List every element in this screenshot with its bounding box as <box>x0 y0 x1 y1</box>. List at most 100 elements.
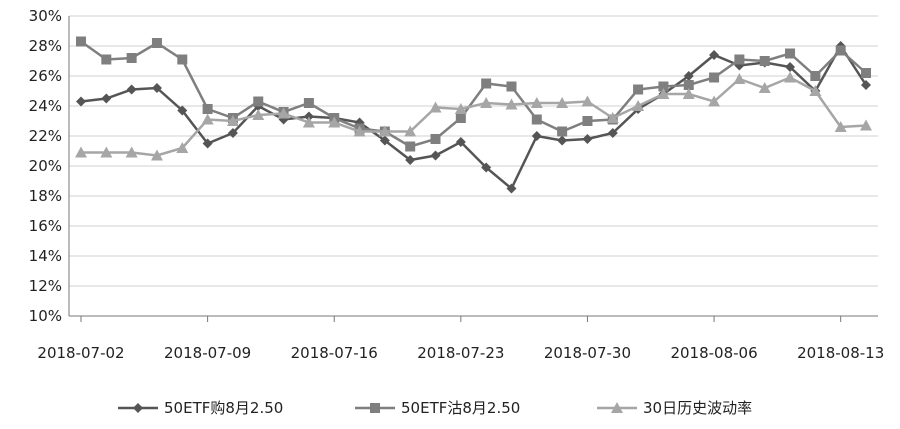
data-point <box>151 83 162 93</box>
data-point <box>860 119 872 131</box>
data-point <box>176 142 189 153</box>
data-point <box>101 54 112 65</box>
data-point <box>683 71 694 81</box>
data-point <box>530 97 543 108</box>
data-point <box>150 149 163 161</box>
legend-label: 50ETF沽8月2.50 <box>401 399 520 417</box>
y-tick-label: 18% <box>29 187 62 205</box>
data-point <box>405 141 416 152</box>
y-tick-label: 20% <box>29 157 62 175</box>
data-point <box>303 98 314 108</box>
data-point <box>480 97 493 108</box>
x-tick-label: 2018-08-13 <box>797 344 884 362</box>
data-point <box>455 137 466 147</box>
data-point <box>202 138 213 149</box>
data-point <box>177 54 188 65</box>
data-point <box>633 84 644 95</box>
data-point <box>557 135 568 146</box>
data-point <box>582 116 593 126</box>
data-point <box>632 100 645 111</box>
data-point <box>582 134 593 144</box>
data-point <box>277 107 290 119</box>
data-point <box>100 146 113 158</box>
data-point <box>76 96 86 107</box>
data-point <box>404 125 417 137</box>
data-point <box>709 72 720 83</box>
data-point <box>126 53 137 63</box>
data-point <box>75 146 87 158</box>
data-point <box>606 112 619 123</box>
data-point <box>202 104 213 114</box>
data-point <box>657 88 670 99</box>
data-point <box>785 48 796 59</box>
y-tick-label: 30% <box>29 7 62 25</box>
data-point <box>658 81 669 92</box>
data-point <box>861 68 871 78</box>
y-tick-label: 22% <box>29 127 62 145</box>
x-tick-label: 2018-07-09 <box>164 344 251 362</box>
data-point <box>861 80 871 90</box>
data-point <box>252 109 265 120</box>
data-point <box>758 82 771 93</box>
data-point <box>126 84 137 95</box>
y-tick-label: 16% <box>29 217 62 235</box>
legend-label: 30日历史波动率 <box>643 399 752 417</box>
axes: 10% 12% 14% 16% 18% 20% 22% 24% 26% 28% 30% 2018-07… <box>29 7 885 362</box>
data-point <box>607 128 618 138</box>
data-point <box>708 95 721 107</box>
data-point <box>810 71 821 81</box>
series-line <box>80 43 868 191</box>
data-point <box>785 62 796 72</box>
legend-item: 50ETF沽8月2.50 <box>355 399 520 417</box>
data-point <box>683 80 694 90</box>
data-point <box>226 115 239 126</box>
data-point <box>328 116 341 128</box>
series-1 <box>76 41 871 194</box>
y-tick-label: 10% <box>29 307 62 325</box>
data-point <box>505 98 518 110</box>
data-point <box>759 56 770 66</box>
data-point <box>481 162 492 173</box>
y-tick-label: 24% <box>29 97 62 115</box>
data-point <box>733 73 746 84</box>
legend-label: 50ETF购8月2.50 <box>164 399 283 417</box>
data-point <box>405 155 416 165</box>
gridlines <box>69 15 878 317</box>
x-tick-label: 2018-08-06 <box>670 344 757 362</box>
data-point <box>101 93 112 104</box>
legend: 50ETF购8月2.50 50ETF沽8月2.50 30日历史波动率 <box>118 399 752 417</box>
y-tick-label: 26% <box>29 67 62 85</box>
legend-item: 50ETF购8月2.50 <box>118 399 283 417</box>
y-tick-label: 28% <box>29 37 62 55</box>
data-point <box>201 113 214 125</box>
data-point <box>835 45 846 56</box>
x-tick-label: 2018-07-30 <box>544 344 631 362</box>
series-3 <box>75 71 872 161</box>
data-point <box>581 95 594 107</box>
data-point <box>379 135 390 146</box>
data-point <box>429 101 442 113</box>
data-point <box>506 81 517 92</box>
data-point <box>378 125 391 137</box>
data-point <box>151 38 162 48</box>
data-point <box>734 54 745 65</box>
x-tick-label: 2018-07-23 <box>417 344 504 362</box>
y-tick-label: 12% <box>29 277 62 295</box>
data-point <box>531 114 542 125</box>
data-point <box>302 116 315 128</box>
data-point <box>556 97 569 108</box>
data-point <box>454 103 467 114</box>
legend-marker <box>133 403 143 413</box>
data-point <box>834 121 847 132</box>
data-point <box>809 85 822 96</box>
data-point <box>557 126 568 137</box>
data-point <box>253 96 264 107</box>
y-tick-label: 14% <box>29 247 62 265</box>
data-point <box>177 105 188 116</box>
data-point <box>784 71 797 83</box>
data-point <box>430 150 441 161</box>
data-point <box>709 50 720 60</box>
data-point <box>125 146 138 158</box>
